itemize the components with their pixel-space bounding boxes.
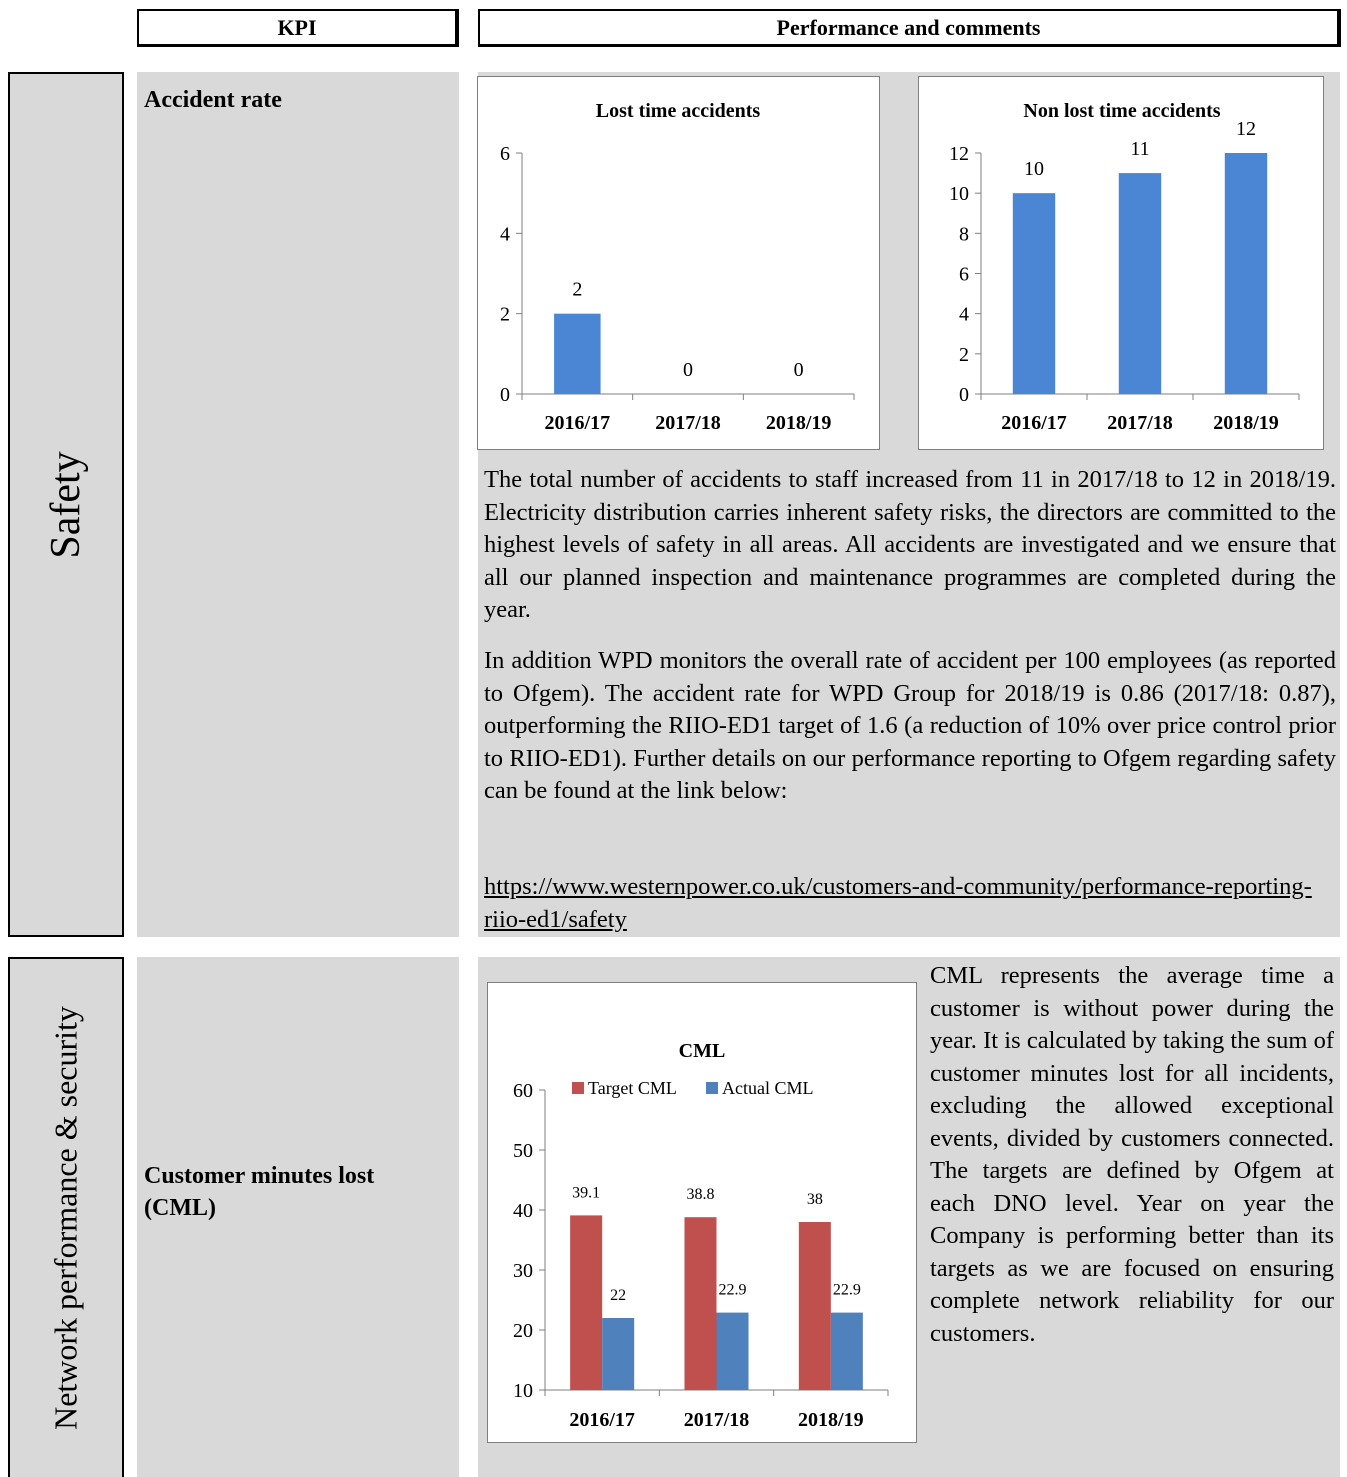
y-tick-label: 2 bbox=[959, 344, 969, 366]
data-label: 39.1 bbox=[572, 1184, 600, 1201]
data-label: 22 bbox=[610, 1287, 626, 1304]
cml-chart: CML 10 20 30 40 50 60 2016/17 2017/18 2018/19 39.1… bbox=[487, 982, 917, 1443]
x-category-label: 2018/19 bbox=[766, 412, 832, 434]
data-label: 11 bbox=[1130, 138, 1149, 160]
y-tick-label: 4 bbox=[959, 304, 969, 326]
y-tick-label: 20 bbox=[513, 1320, 533, 1342]
x-category-label: 2016/17 bbox=[545, 412, 611, 434]
network-kpi-cell bbox=[137, 957, 459, 1477]
y-tick-label: 50 bbox=[513, 1140, 533, 1162]
lost-time-accidents-chart: Lost time accidents 0 2 4 6 2016/17 2017/18 201… bbox=[477, 76, 880, 450]
data-label: 0 bbox=[794, 359, 804, 381]
network-category-label: Network performance & security bbox=[47, 1006, 84, 1430]
y-tick-label: 0 bbox=[500, 384, 510, 406]
x-category-label: 2016/17 bbox=[569, 1409, 635, 1431]
y-tick-label: 8 bbox=[959, 223, 969, 245]
data-label: 22.9 bbox=[833, 1282, 861, 1299]
y-tick-label: 0 bbox=[959, 384, 969, 406]
non-lost-time-accidents-svg: Non lost time accidents 0 2 4 6 8 10 12 2016/17 2… bbox=[949, 100, 1300, 434]
safety-performance-link[interactable]: https://www.westernpower.co.uk/customers… bbox=[484, 873, 1312, 933]
safety-category-label: Safety bbox=[43, 450, 89, 559]
safety-paragraph-2: In addition WPD monitors the overall rat… bbox=[484, 647, 1336, 804]
legend-swatch bbox=[572, 1082, 584, 1094]
safety-paragraph-1: The total number of accidents to staff i… bbox=[484, 466, 1336, 623]
safety-kpi-label: Accident rate bbox=[144, 87, 282, 113]
chart-title: Lost time accidents bbox=[596, 100, 761, 122]
safety-category: Safety bbox=[8, 72, 124, 937]
y-tick-label: 6 bbox=[959, 264, 969, 286]
lost-time-accidents-svg: Lost time accidents 0 2 4 6 2016/17 2017/18 201… bbox=[500, 100, 855, 434]
y-tick-label: 10 bbox=[513, 1380, 533, 1402]
data-label: 22.9 bbox=[719, 1282, 747, 1299]
bar-target bbox=[570, 1215, 603, 1390]
non-lost-time-accidents-chart: Non lost time accidents 0 2 4 6 8 10 12 2016/17 2… bbox=[918, 76, 1324, 450]
x-category-label: 2018/19 bbox=[798, 1409, 864, 1431]
data-label: 0 bbox=[683, 359, 693, 381]
y-tick-label: 6 bbox=[500, 143, 510, 165]
network-category: Network performance & security bbox=[8, 957, 124, 1477]
bar-value bbox=[1224, 153, 1268, 394]
x-category-label: 2018/19 bbox=[1213, 412, 1279, 434]
y-tick-label: 4 bbox=[500, 223, 510, 245]
bar-target bbox=[798, 1222, 831, 1390]
data-label: 10 bbox=[1024, 158, 1044, 180]
x-category-label: 2017/18 bbox=[1107, 412, 1173, 434]
bar-actual bbox=[602, 1318, 635, 1390]
kpi-header: KPI bbox=[137, 9, 459, 47]
x-category-label: 2016/17 bbox=[1001, 412, 1067, 434]
data-label: 2 bbox=[572, 279, 582, 301]
data-label: 38.8 bbox=[686, 1186, 714, 1203]
bar-target bbox=[684, 1217, 717, 1390]
y-tick-label: 10 bbox=[949, 183, 969, 205]
x-category-label: 2017/18 bbox=[684, 1409, 750, 1431]
y-tick-label: 12 bbox=[949, 143, 969, 165]
y-tick-label: 30 bbox=[513, 1260, 533, 1282]
network-kpi-label: Customer minutes lost (CML) bbox=[144, 1163, 375, 1221]
legend-entry: Target CML bbox=[588, 1078, 677, 1098]
performance-header: Performance and comments bbox=[478, 9, 1341, 47]
x-category-label: 2017/18 bbox=[655, 412, 721, 434]
cml-paragraph: CML represents the average time a custom… bbox=[930, 962, 1334, 1347]
y-tick-label: 40 bbox=[513, 1200, 533, 1222]
bar-actual bbox=[716, 1312, 749, 1390]
cml-svg: CML 10 20 30 40 50 60 2016/17 2017/18 2018/19 39.1… bbox=[513, 1040, 889, 1431]
bar-value bbox=[1118, 173, 1162, 394]
data-label: 38 bbox=[807, 1191, 823, 1208]
bar-value bbox=[1012, 193, 1056, 394]
legend-swatch bbox=[706, 1082, 718, 1094]
y-tick-label: 60 bbox=[513, 1080, 533, 1102]
legend-entry: Actual CML bbox=[722, 1078, 814, 1098]
chart-title: CML bbox=[679, 1040, 726, 1062]
safety-kpi-cell bbox=[137, 72, 459, 937]
chart-title: Non lost time accidents bbox=[1023, 100, 1220, 122]
bar-actual bbox=[830, 1312, 863, 1390]
y-tick-label: 2 bbox=[500, 304, 510, 326]
bar-value bbox=[554, 313, 601, 394]
data-label: 12 bbox=[1236, 118, 1256, 140]
